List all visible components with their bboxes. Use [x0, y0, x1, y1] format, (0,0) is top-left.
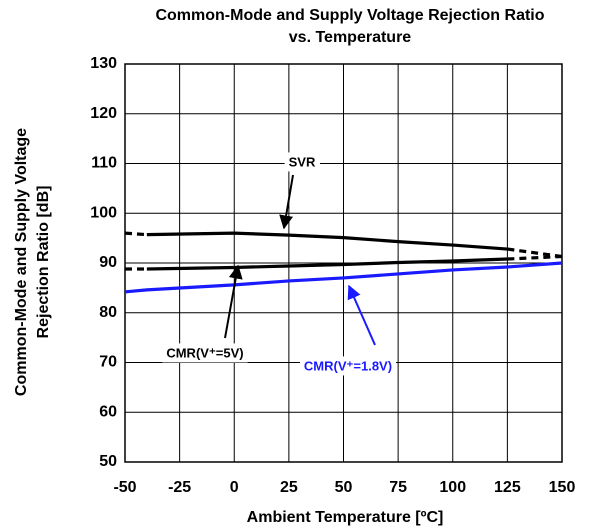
annotation-arrow — [279, 174, 294, 230]
line — [146, 257, 508, 271]
annotation: SVR — [289, 154, 316, 169]
x-tick-label: 125 — [494, 479, 521, 496]
line — [124, 261, 563, 294]
line — [507, 254, 563, 261]
annotation-arrow — [347, 284, 376, 346]
annotation: CMR(V⁺=1.8V) — [304, 358, 392, 373]
x-tick-label: 150 — [549, 479, 576, 496]
x-tick-label: 25 — [280, 479, 298, 496]
y-tick-label: 110 — [91, 155, 117, 172]
x-tick-label: 100 — [439, 479, 466, 496]
line — [146, 231, 508, 251]
x-tick-label: 0 — [230, 479, 239, 496]
line — [507, 247, 563, 259]
annotation: CMR(V⁺=5V) — [166, 345, 243, 360]
x-tick-label: -50 — [113, 479, 136, 496]
line — [124, 231, 147, 237]
y-tick-label: 120 — [90, 105, 117, 122]
chart-title: Common-Mode and Supply Voltage Rejection… — [155, 7, 544, 24]
y-tick-label: 90 — [99, 254, 117, 271]
y-tick-label: 50 — [99, 453, 117, 470]
annotation-bg — [284, 152, 320, 172]
annotation-arrow — [224, 264, 243, 339]
annotation-bg — [299, 356, 397, 376]
chart-title: vs. Temperature — [289, 29, 412, 46]
x-axis-label: Ambient Temperature [ºC] — [247, 509, 444, 526]
x-tick-label: 75 — [389, 479, 407, 496]
y-tick-label: 100 — [90, 204, 117, 221]
x-tick-label: -25 — [168, 479, 191, 496]
y-tick-label: 130 — [90, 55, 117, 72]
annotation-bg — [162, 343, 248, 363]
y-axis-label: Common-Mode and Supply Voltage — [13, 128, 30, 396]
y-tick-label: 80 — [99, 304, 117, 321]
y-axis-label: Rejection Ratio [dB] — [35, 186, 52, 339]
x-tick-label: 50 — [335, 479, 353, 496]
y-tick-label: 70 — [99, 354, 117, 371]
y-tick-label: 60 — [99, 403, 117, 420]
